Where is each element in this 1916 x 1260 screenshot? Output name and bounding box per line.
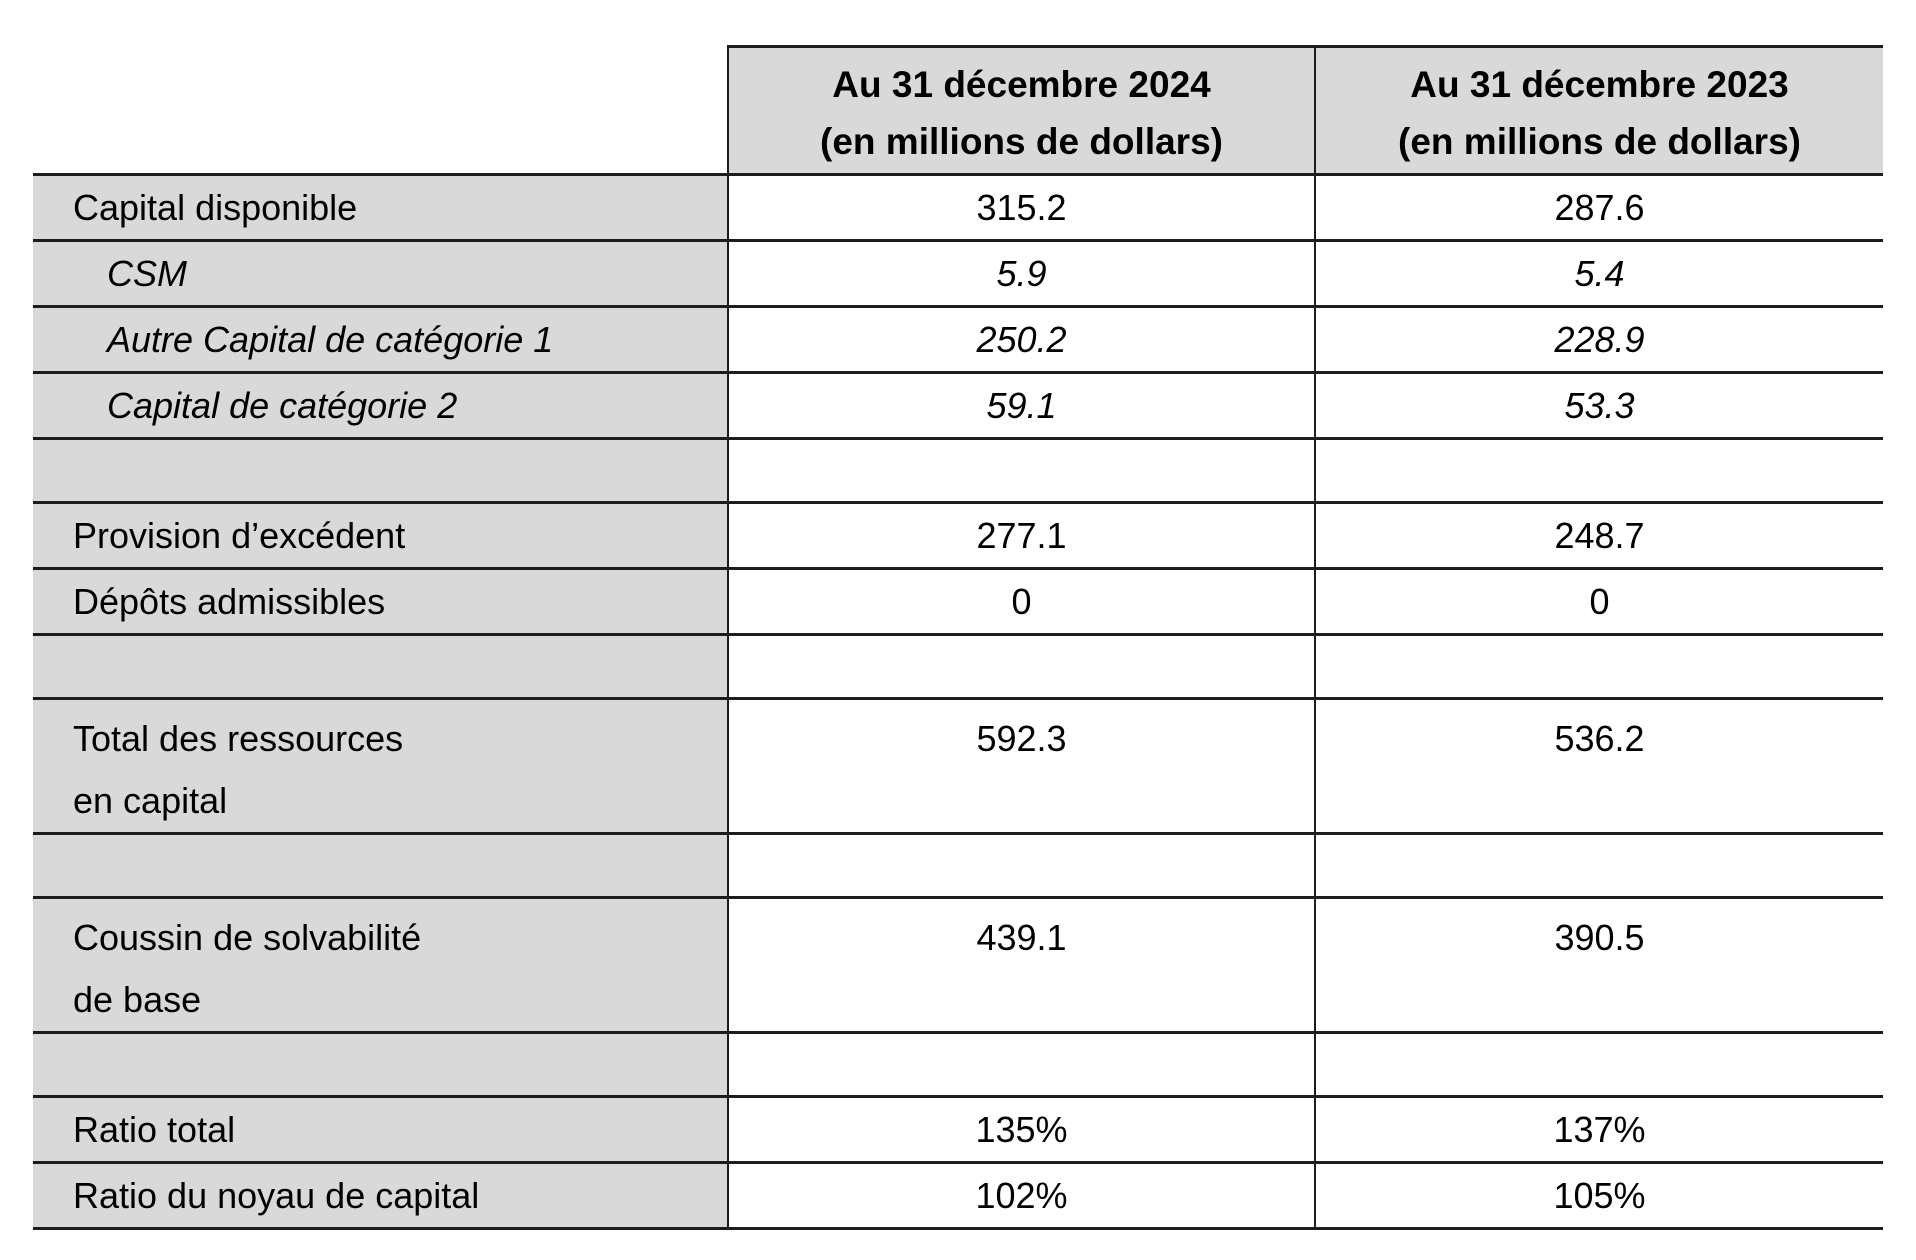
value-2023: 536.2 bbox=[1314, 697, 1883, 835]
value-2024: 439.1 bbox=[727, 896, 1315, 1034]
spacer-value-cell bbox=[727, 437, 1315, 504]
column-header-2024: Au 31 décembre 2024 (en millions de doll… bbox=[727, 45, 1315, 176]
row-label-line: Coussin de solvabilité bbox=[73, 917, 422, 958]
row-label-line: CSM bbox=[107, 252, 187, 294]
row-label-line: Ratio du noyau de capital bbox=[73, 1174, 480, 1216]
spacer-label-cell bbox=[33, 633, 728, 700]
spacer-label-cell bbox=[33, 437, 728, 504]
spacer-row bbox=[33, 633, 1883, 700]
value-2024: 315.2 bbox=[727, 173, 1315, 242]
table-header-row: Au 31 décembre 2024 (en millions de doll… bbox=[33, 45, 1883, 176]
row-label: Total des ressources en capital bbox=[33, 697, 728, 835]
value-2024: 135% bbox=[727, 1095, 1315, 1164]
row-label-line: Provision d’excédent bbox=[73, 514, 406, 556]
row-label: Autre Capital de catégorie 1 bbox=[33, 305, 728, 374]
value-2023: 137% bbox=[1314, 1095, 1883, 1164]
spacer-value-cell bbox=[1314, 437, 1883, 504]
column-header-2024-line2: (en millions de dollars) bbox=[820, 120, 1223, 162]
row-label: Dépôts admissibles bbox=[33, 567, 728, 636]
table-row: Ratio du noyau de capital 102% 105% bbox=[33, 1161, 1883, 1230]
row-label-line: de base bbox=[73, 979, 202, 1020]
row-label-line: Capital de catégorie 2 bbox=[107, 384, 458, 426]
row-label: Capital de catégorie 2 bbox=[33, 371, 728, 440]
column-header-2023: Au 31 décembre 2023 (en millions de doll… bbox=[1314, 45, 1883, 176]
value-2024: 250.2 bbox=[727, 305, 1315, 374]
row-label-line: Autre Capital de catégorie 1 bbox=[107, 318, 554, 360]
spacer-label-cell bbox=[33, 832, 728, 899]
value-2023: 390.5 bbox=[1314, 896, 1883, 1034]
row-label: Capital disponible bbox=[33, 173, 728, 242]
column-header-2023-line1: Au 31 décembre 2023 bbox=[1410, 63, 1789, 105]
row-label-line: Capital disponible bbox=[73, 186, 358, 228]
value-2023: 0 bbox=[1314, 567, 1883, 636]
row-label: Coussin de solvabilité de base bbox=[33, 896, 728, 1034]
row-label-line: Total des ressources bbox=[73, 718, 404, 759]
corner-cell bbox=[33, 46, 728, 175]
value-2023: 228.9 bbox=[1314, 305, 1883, 374]
table-row: CSM 5.9 5.4 bbox=[33, 239, 1883, 308]
value-2024: 102% bbox=[727, 1161, 1315, 1230]
spacer-value-cell bbox=[1314, 633, 1883, 700]
spacer-row bbox=[33, 437, 1883, 504]
column-header-2023-line2: (en millions de dollars) bbox=[1398, 120, 1801, 162]
capital-table: Au 31 décembre 2024 (en millions de doll… bbox=[33, 45, 1883, 1230]
value-2024: 277.1 bbox=[727, 501, 1315, 570]
spacer-row bbox=[33, 832, 1883, 899]
spacer-value-cell bbox=[727, 633, 1315, 700]
row-label: Ratio total bbox=[33, 1095, 728, 1164]
table-row: Capital disponible 315.2 287.6 bbox=[33, 173, 1883, 242]
spacer-label-cell bbox=[33, 1031, 728, 1098]
table-row: Provision d’excédent 277.1 248.7 bbox=[33, 501, 1883, 570]
value-2023: 5.4 bbox=[1314, 239, 1883, 308]
value-2024: 0 bbox=[727, 567, 1315, 636]
value-2023: 287.6 bbox=[1314, 173, 1883, 242]
spacer-value-cell bbox=[1314, 832, 1883, 899]
column-header-2024-line1: Au 31 décembre 2024 bbox=[832, 63, 1211, 105]
spacer-value-cell bbox=[727, 832, 1315, 899]
row-label: Provision d’excédent bbox=[33, 501, 728, 570]
spacer-row bbox=[33, 1031, 1883, 1098]
row-label-line: en capital bbox=[73, 780, 228, 821]
table-row: Ratio total 135% 137% bbox=[33, 1095, 1883, 1164]
table-body: Capital disponible 315.2 287.6 CSM 5.9 5.4 Aut… bbox=[33, 173, 1883, 1230]
value-2024: 592.3 bbox=[727, 697, 1315, 835]
spacer-value-cell bbox=[727, 1031, 1315, 1098]
table-row: Dépôts admissibles 0 0 bbox=[33, 567, 1883, 636]
row-label-line: Dépôts admissibles bbox=[73, 580, 386, 622]
table-row: Coussin de solvabilité de base 439.1 390.5 bbox=[33, 896, 1883, 1034]
table-row: Capital de catégorie 2 59.1 53.3 bbox=[33, 371, 1883, 440]
row-label-line: Ratio total bbox=[73, 1108, 236, 1150]
value-2023: 248.7 bbox=[1314, 501, 1883, 570]
row-label: Ratio du noyau de capital bbox=[33, 1161, 728, 1230]
capital-table-container: Au 31 décembre 2024 (en millions de doll… bbox=[33, 45, 1883, 1230]
value-2023: 53.3 bbox=[1314, 371, 1883, 440]
table-row: Autre Capital de catégorie 1 250.2 228.9 bbox=[33, 305, 1883, 374]
value-2024: 59.1 bbox=[727, 371, 1315, 440]
value-2023: 105% bbox=[1314, 1161, 1883, 1230]
row-label: CSM bbox=[33, 239, 728, 308]
value-2024: 5.9 bbox=[727, 239, 1315, 308]
spacer-value-cell bbox=[1314, 1031, 1883, 1098]
table-row: Total des ressources en capital 592.3 536.2 bbox=[33, 697, 1883, 835]
